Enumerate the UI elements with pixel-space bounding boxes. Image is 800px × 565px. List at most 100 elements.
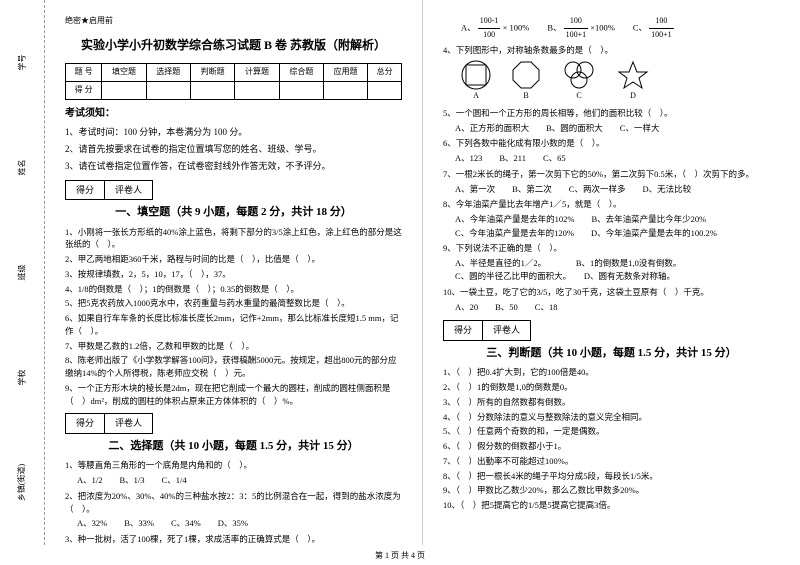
grader-cell: 评卷人 bbox=[104, 413, 153, 433]
opt-c: C、 100100+1 bbox=[633, 15, 674, 42]
cell bbox=[368, 81, 402, 99]
question: 2、甲乙两地相距360千米，路程与时间的比是（ ），比值是（ ）。 bbox=[65, 253, 402, 266]
table-row: 题 号 填空题 选择题 判断题 计算题 综合题 应用题 总分 bbox=[66, 63, 402, 81]
cell bbox=[190, 81, 234, 99]
secret-label: 绝密★启用前 bbox=[65, 15, 402, 28]
score-cell: 得分 bbox=[65, 180, 105, 200]
options: A、20 B、50 C、18 bbox=[455, 301, 780, 315]
options: A、正方形的面积大 B、圆的面积大 C、一样大 bbox=[455, 122, 780, 136]
cell: 题 号 bbox=[66, 63, 102, 81]
opt-a: A、 100-1100 × 100% bbox=[461, 15, 529, 42]
question: 9、一个正方形木块的棱长是2dm，现在把它削成一个最大的圆柱，削成的圆柱侧面积是… bbox=[65, 382, 402, 408]
question: 3、（ ）所有的自然数都有倒数。 bbox=[443, 396, 780, 409]
cell: 综合题 bbox=[279, 63, 323, 81]
score-cell: 得分 bbox=[65, 413, 105, 433]
notice-item: 3、请在试卷指定位置作答，在试卷密封线外作答无效，不予评分。 bbox=[65, 159, 402, 173]
square-in-circle-icon bbox=[461, 60, 491, 90]
three-circles-icon bbox=[561, 60, 597, 90]
cell bbox=[102, 81, 146, 99]
question: 4、（ ）分数除法的意义与整数除法的意义完全相同。 bbox=[443, 411, 780, 424]
score-table: 题 号 填空题 选择题 判断题 计算题 综合题 应用题 总分 得 分 bbox=[65, 63, 402, 100]
notice-title: 考试须知： bbox=[65, 106, 402, 122]
cell: 判断题 bbox=[190, 63, 234, 81]
cell bbox=[235, 81, 279, 99]
right-column: A、 100-1100 × 100% B、 100100+1 ×100% C、 … bbox=[423, 0, 800, 545]
question: 5、一个圆和一个正方形的周长相等，他们的面积比较（ ）。 bbox=[443, 107, 780, 120]
options: A、1/2 B、1/3 C、1/4 bbox=[77, 474, 402, 488]
question: 2、（ ）1的倒数是1,0的倒数是0。 bbox=[443, 381, 780, 394]
question: 1、等腰直角三角形的一个底角是内角和的（ ）。 bbox=[65, 459, 402, 472]
shape-c: C bbox=[561, 60, 597, 103]
options: A、第一次 B、第二次 C、两次一样多 D、无法比较 bbox=[455, 183, 780, 197]
fraction: 100100+1 bbox=[564, 15, 589, 42]
notice-item: 2、请首先按要求在试卷的指定位置填写您的姓名、班级、学号。 bbox=[65, 142, 402, 156]
octagon-icon bbox=[511, 60, 541, 90]
page-footer: 第 1 页 共 4 页 bbox=[0, 550, 800, 561]
margin-label: 学号 bbox=[17, 55, 28, 71]
shape-options: A B C D bbox=[461, 60, 780, 103]
cell: 计算题 bbox=[235, 63, 279, 81]
question: 6、如果自行车车条的长度比标准长度长2mm，记作+2mm，那么比标准长度短1.5… bbox=[65, 312, 402, 338]
question: 8、今年油菜产量比去年增产1／5，就是（ ）。 bbox=[443, 198, 780, 211]
question: 4、下列图形中，对称轴条数最多的是（ ）。 bbox=[443, 44, 780, 57]
question: 6、（ ）假分数的倒数都小于1。 bbox=[443, 440, 780, 453]
section-title-choice: 二、选择题（共 10 小题，每题 1.5 分，共计 15 分） bbox=[65, 438, 402, 456]
question: 10、（ ）把5提高它的1/5是5提高它提高3倍。 bbox=[443, 499, 780, 512]
question: 10、一袋土豆，吃了它的3/5，吃了30千克，这袋土豆原有（ ）千克。 bbox=[443, 286, 780, 299]
opt-b: B、 100100+1 ×100% bbox=[547, 15, 615, 42]
options: A、半径是直径的1／2。 B、1的倒数是1,0没有倒数。 C、圆的半径乙比甲的面… bbox=[455, 257, 780, 284]
cell: 选择题 bbox=[146, 63, 190, 81]
notice-item: 1、考试时间：100 分钟，本卷满分为 100 分。 bbox=[65, 125, 402, 139]
cell bbox=[146, 81, 190, 99]
left-column: 绝密★启用前 实验小学小升初数学综合练习试题 B 卷 苏教版（附解析） 题 号 … bbox=[45, 0, 423, 545]
shape-d: D bbox=[617, 60, 649, 103]
options: A、32% B、33% C、34% D、35% bbox=[77, 517, 402, 531]
question: 8、（ ）把一根长4米的绳子平均分成5段，每段长1/5米。 bbox=[443, 470, 780, 483]
section-title-judge: 三、判断题（共 10 小题，每题 1.5 分，共计 15 分） bbox=[443, 345, 780, 363]
shape-a: A bbox=[461, 60, 491, 103]
grader-bar: 得分 评卷人 bbox=[65, 180, 402, 200]
question: 3、种一批树，活了100棵，死了1棵，求成活率的正确算式是（ ）。 bbox=[65, 533, 402, 546]
grader-cell: 评卷人 bbox=[104, 180, 153, 200]
grader-bar: 得分 评卷人 bbox=[65, 413, 402, 433]
question: 4、1/8的倒数是（ ）；1的倒数是（ ）；0.35的倒数是（ ）。 bbox=[65, 283, 402, 296]
cell bbox=[324, 81, 368, 99]
margin-label: 姓名 bbox=[17, 160, 28, 176]
question: 2、把浓度为20%、30%、40%的三种盐水按2：3：5的比例混合在一起，得到的… bbox=[65, 490, 402, 516]
question: 7、甲数是乙数的1.2倍，乙数和甲数的比是（ ）。 bbox=[65, 340, 402, 353]
question: 6、下列各数中能化成有限小数的是（ ）。 bbox=[443, 137, 780, 150]
options: A、123 B、211 C、65 bbox=[455, 152, 780, 166]
cell: 填空题 bbox=[102, 63, 146, 81]
question: 9、下列说法不正确的是（ ）。 bbox=[443, 242, 780, 255]
margin-label: 班级 bbox=[17, 265, 28, 281]
cell bbox=[279, 81, 323, 99]
cell: 应用题 bbox=[324, 63, 368, 81]
question: 7、（ ）出勤率不可能超过100%。 bbox=[443, 455, 780, 468]
exam-title: 实验小学小升初数学综合练习试题 B 卷 苏教版（附解析） bbox=[65, 36, 402, 55]
grader-cell: 评卷人 bbox=[482, 320, 531, 340]
question: 8、陈老师出版了《小学数学解答100问》，获得稿酬5000元。按规定，超出800… bbox=[65, 354, 402, 380]
shape-b: B bbox=[511, 60, 541, 103]
options: A、今年油菜产量是去年的102% B、去年油菜产量比今年少20% C、今年油菜产… bbox=[455, 213, 780, 240]
question: 3、按规律填数，2，5，10，17，（ ），37。 bbox=[65, 268, 402, 281]
margin-label: 学校 bbox=[17, 370, 28, 386]
question: 1、（ ）把0.4扩大到，它的100倍是40。 bbox=[443, 366, 780, 379]
question: 9、（ ）甲数比乙数少20%，那么乙数比甲数多20%。 bbox=[443, 484, 780, 497]
fraction: 100100+1 bbox=[649, 15, 674, 42]
exam-page: 学号 姓名 班级 学校 乡镇(街道) 绝密★启用前 实验小学小升初数学综合练习试… bbox=[0, 0, 800, 545]
star-icon bbox=[617, 60, 649, 90]
fraction: 100-1100 bbox=[478, 15, 501, 42]
margin-label: 乡镇(街道) bbox=[17, 464, 28, 501]
section-title-fill: 一、填空题（共 9 小题，每题 2 分，共计 18 分） bbox=[65, 204, 402, 222]
grader-bar: 得分 评卷人 bbox=[443, 320, 780, 340]
question: 5、（ ）任意两个奇数的和，一定是偶数。 bbox=[443, 425, 780, 438]
cell: 得 分 bbox=[66, 81, 102, 99]
binding-margin: 学号 姓名 班级 学校 乡镇(街道) bbox=[0, 0, 45, 545]
question: 7、一根2米长的绳子，第一次剪下它的50%，第二次剪下0.5米，（ ）次剪下的多… bbox=[443, 168, 780, 181]
cell: 总分 bbox=[368, 63, 402, 81]
score-cell: 得分 bbox=[443, 320, 483, 340]
table-row: 得 分 bbox=[66, 81, 402, 99]
question: 5、把5克农药放入1000克水中，农药重量与药水重量的最简整数比是（ ）。 bbox=[65, 297, 402, 310]
formula-options: A、 100-1100 × 100% B、 100100+1 ×100% C、 … bbox=[461, 15, 780, 42]
question: 1、小刚将一张长方形纸的40%涂上蓝色，将剩下部分的3/5涂上红色，涂上红色的部… bbox=[65, 226, 402, 252]
